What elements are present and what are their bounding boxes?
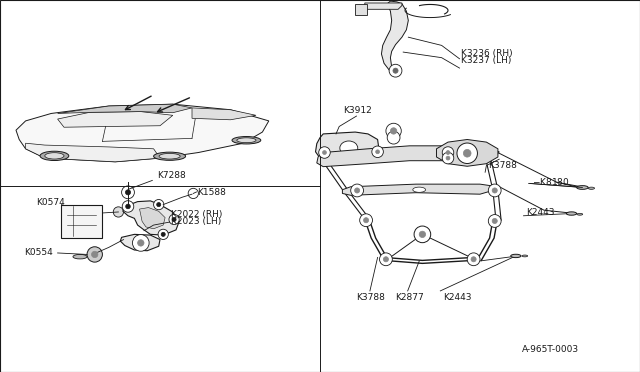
Bar <box>61 205 102 238</box>
Ellipse shape <box>340 141 358 155</box>
Text: $-$K8180: $-$K8180 <box>532 176 570 187</box>
Ellipse shape <box>414 226 431 243</box>
Ellipse shape <box>237 138 256 142</box>
Ellipse shape <box>577 186 588 189</box>
Ellipse shape <box>154 152 186 160</box>
Text: K3236 (RH): K3236 (RH) <box>461 49 513 58</box>
Text: K7288: K7288 <box>157 171 186 180</box>
Polygon shape <box>123 201 179 235</box>
Ellipse shape <box>40 151 69 161</box>
Text: K3237 (LH): K3237 (LH) <box>461 56 511 65</box>
Text: K2023 (LH): K2023 (LH) <box>171 217 221 226</box>
Polygon shape <box>342 184 493 195</box>
Polygon shape <box>120 234 160 251</box>
Text: K2443: K2443 <box>443 293 472 302</box>
Ellipse shape <box>360 214 372 227</box>
Ellipse shape <box>446 151 450 154</box>
Ellipse shape <box>154 199 164 210</box>
Ellipse shape <box>492 188 497 193</box>
Polygon shape <box>192 108 256 120</box>
Ellipse shape <box>232 137 261 144</box>
Text: K0554: K0554 <box>24 248 53 257</box>
Bar <box>355 4 367 15</box>
Ellipse shape <box>390 128 397 134</box>
Ellipse shape <box>161 232 165 237</box>
Polygon shape <box>381 1 408 74</box>
Ellipse shape <box>132 235 149 251</box>
Polygon shape <box>140 208 165 229</box>
Ellipse shape <box>386 123 401 139</box>
Ellipse shape <box>122 201 134 212</box>
Polygon shape <box>436 140 498 166</box>
Ellipse shape <box>457 143 477 164</box>
Text: A-965T-0003: A-965T-0003 <box>522 345 579 354</box>
Ellipse shape <box>376 150 380 154</box>
Ellipse shape <box>383 257 388 262</box>
Ellipse shape <box>172 217 176 222</box>
Polygon shape <box>16 104 269 162</box>
Ellipse shape <box>372 146 383 157</box>
Ellipse shape <box>492 218 497 224</box>
Ellipse shape <box>380 253 392 266</box>
Ellipse shape <box>413 187 426 192</box>
Ellipse shape <box>522 255 527 257</box>
Ellipse shape <box>122 186 134 199</box>
Ellipse shape <box>87 247 102 262</box>
Polygon shape <box>58 104 192 113</box>
Ellipse shape <box>125 190 131 195</box>
Ellipse shape <box>169 214 179 225</box>
Text: K2022 (RH): K2022 (RH) <box>171 210 222 219</box>
Ellipse shape <box>45 153 64 159</box>
Ellipse shape <box>113 207 124 217</box>
Ellipse shape <box>577 213 583 215</box>
Ellipse shape <box>389 64 402 77</box>
Text: K2443: K2443 <box>526 208 555 217</box>
Ellipse shape <box>588 187 595 189</box>
Ellipse shape <box>159 153 180 159</box>
Ellipse shape <box>471 257 476 262</box>
Ellipse shape <box>488 184 501 197</box>
Text: K3788: K3788 <box>356 293 385 302</box>
Ellipse shape <box>393 68 398 73</box>
Text: K3788: K3788 <box>488 161 516 170</box>
Text: K3912: K3912 <box>343 106 372 115</box>
Text: K0574: K0574 <box>36 198 65 207</box>
Ellipse shape <box>419 231 426 238</box>
Ellipse shape <box>442 147 454 158</box>
Ellipse shape <box>511 254 521 257</box>
Ellipse shape <box>463 150 471 157</box>
Ellipse shape <box>323 151 326 154</box>
Ellipse shape <box>157 202 161 207</box>
Ellipse shape <box>188 188 198 199</box>
Ellipse shape <box>319 147 330 158</box>
Text: K1588: K1588 <box>197 188 226 197</box>
Ellipse shape <box>355 188 360 193</box>
Ellipse shape <box>92 251 98 258</box>
Ellipse shape <box>351 184 364 197</box>
Ellipse shape <box>138 240 144 246</box>
Polygon shape <box>26 143 160 162</box>
Ellipse shape <box>566 212 577 215</box>
Ellipse shape <box>467 253 480 266</box>
Ellipse shape <box>125 204 131 209</box>
Ellipse shape <box>442 153 454 164</box>
Ellipse shape <box>73 254 87 259</box>
Ellipse shape <box>488 215 501 227</box>
Polygon shape <box>58 112 173 127</box>
Text: K2877: K2877 <box>396 293 424 302</box>
Ellipse shape <box>158 229 168 240</box>
Ellipse shape <box>446 156 450 160</box>
Ellipse shape <box>364 218 369 223</box>
Polygon shape <box>365 3 402 9</box>
Ellipse shape <box>387 131 400 144</box>
Polygon shape <box>317 146 499 167</box>
Polygon shape <box>316 132 379 163</box>
